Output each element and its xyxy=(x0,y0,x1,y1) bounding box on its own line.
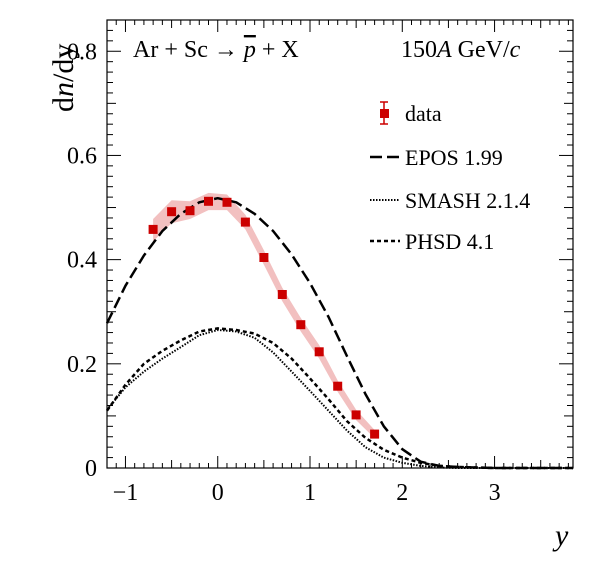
data-point xyxy=(222,197,232,207)
x-tick-label: −1 xyxy=(113,480,139,506)
series-line-smash-2-1-4 xyxy=(106,329,573,469)
series-line-phsd-4-1 xyxy=(105,327,573,470)
legend-entry-phsd: PHSD 4.1 xyxy=(370,229,494,254)
x-tick-label: 1 xyxy=(304,480,316,506)
y-axis-title: dn/dy xyxy=(47,44,80,112)
y-tick-label: 0.4 xyxy=(67,248,97,274)
reaction-prefix: Ar + Sc → xyxy=(133,37,238,63)
model-lines-layer xyxy=(105,196,573,470)
data-point xyxy=(351,410,361,420)
data-point xyxy=(167,207,177,217)
data-point xyxy=(333,381,343,391)
reaction-label: Ar + Sc → p + X xyxy=(133,37,299,63)
x-ticks-layer: −1 0 1 2 3 xyxy=(106,20,569,506)
legend-phsd-label: PHSD 4.1 xyxy=(405,229,494,254)
energy-value: 150 xyxy=(401,37,437,63)
legend-epos-label: EPOS 1.99 xyxy=(405,145,503,170)
legend-entry-smash: SMASH 2.1.4 xyxy=(370,188,530,213)
plot-frame xyxy=(106,19,574,469)
energy-unit-a: A xyxy=(435,37,452,63)
x-axis-title: y xyxy=(552,519,569,552)
legend-data-marker xyxy=(380,109,389,118)
data-point xyxy=(370,429,380,439)
data-point xyxy=(148,224,158,234)
legend-entry-data: data xyxy=(380,101,442,126)
data-points-layer xyxy=(148,196,380,439)
legend-data-label: data xyxy=(405,101,442,126)
legend-entry-epos: EPOS 1.99 xyxy=(370,145,503,170)
y-tick-label: 0.8 xyxy=(67,39,97,65)
y-axis-title-rest: /dy xyxy=(47,44,80,82)
legend: data EPOS 1.99 SMASH 2.1.4 PHSD 4.1 xyxy=(370,101,530,254)
y-tick-label: 0 xyxy=(85,456,97,482)
y-ticks-layer: 0 0.2 0.4 0.6 0.8 xyxy=(67,29,573,482)
data-point xyxy=(204,196,213,206)
energy-unit-c: c xyxy=(510,37,521,63)
y-axis-title-n: n xyxy=(47,82,80,97)
y-tick-label: 0.2 xyxy=(67,352,97,378)
data-point xyxy=(259,253,269,262)
x-tick-label: 0 xyxy=(212,480,224,506)
y-axis-title-d: d xyxy=(47,97,80,112)
data-point xyxy=(185,206,195,216)
y-tick-label: 0.6 xyxy=(67,143,97,169)
energy-unit-rest: GeV/ xyxy=(452,37,510,63)
data-point xyxy=(240,217,250,227)
reaction-suffix: + X xyxy=(262,37,299,63)
x-tick-label: 3 xyxy=(489,480,501,506)
data-point xyxy=(296,320,306,330)
reaction-particle: p xyxy=(242,37,256,63)
data-point xyxy=(277,290,287,299)
x-tick-label: 2 xyxy=(396,480,408,506)
legend-smash-label: SMASH 2.1.4 xyxy=(405,188,530,213)
energy-label: 150A GeV/c xyxy=(401,37,521,63)
series-line-epos-1-99 xyxy=(105,196,573,470)
data-point xyxy=(314,347,324,357)
